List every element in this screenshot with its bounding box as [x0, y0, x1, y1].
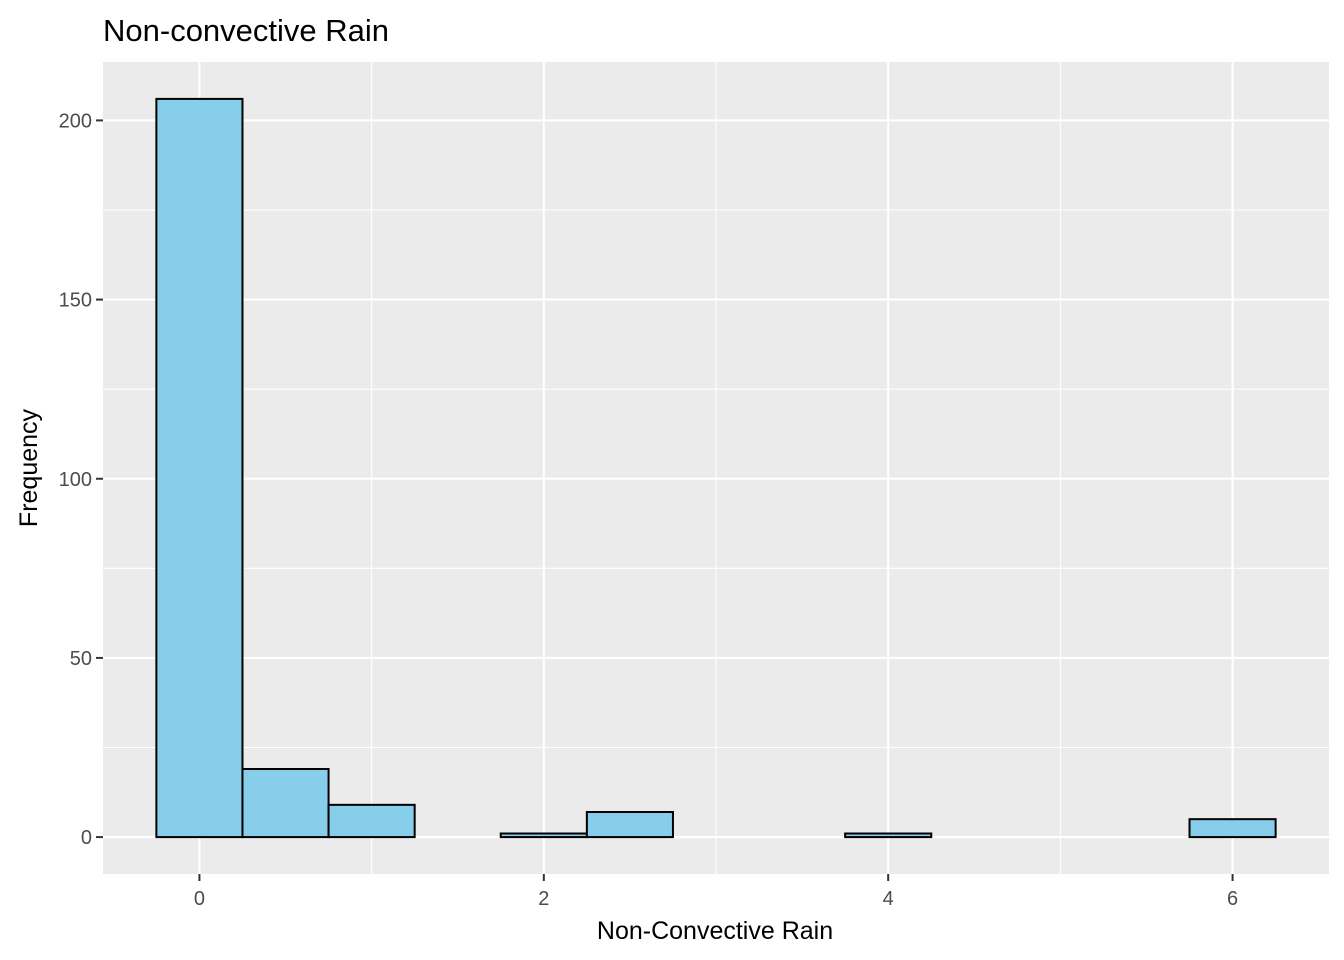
x-axis: 0 2 4 6 — [194, 874, 1238, 910]
chart-title: Non-convective Rain — [103, 13, 389, 48]
histogram-bar — [327, 803, 416, 839]
minor-gridlines — [103, 62, 1329, 874]
y-axis-title: Frequency — [15, 408, 43, 527]
x-axis-title: Non-Convective Rain — [597, 917, 833, 945]
y-axis: 0 50 100 150 200 — [59, 110, 103, 849]
x-tick-label: 6 — [1227, 888, 1238, 910]
x-tick-label: 0 — [194, 888, 205, 910]
histogram-bar — [585, 811, 674, 839]
y-tick-label: 0 — [81, 827, 92, 849]
y-tick-label: 100 — [59, 469, 92, 491]
y-tick-label: 50 — [70, 648, 92, 670]
x-tick-label: 4 — [883, 888, 894, 910]
x-tick-label: 2 — [538, 888, 549, 910]
histogram-bar — [499, 832, 588, 839]
histogram-bar — [1188, 818, 1277, 839]
histogram-bar — [155, 97, 244, 839]
histogram-bars — [155, 97, 1277, 839]
y-tick-label: 150 — [59, 290, 92, 312]
y-tick-label: 200 — [59, 110, 92, 132]
histogram-bar — [241, 768, 330, 839]
histogram-bar — [844, 832, 933, 839]
